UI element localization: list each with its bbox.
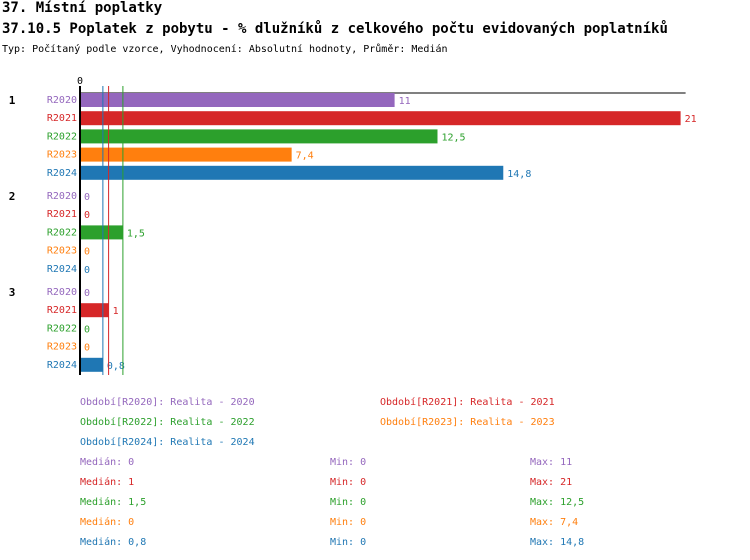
series-label-r2020: R2020 <box>47 191 77 202</box>
stat-max-r2020: Max: 11 <box>530 457 573 468</box>
stat-min-r2021: Min: 0 <box>330 477 367 488</box>
value-label-r2023-group-1: 7,4 <box>296 151 314 162</box>
legend-item-r2021: Období[R2021]: Realita - 2021 <box>380 397 555 408</box>
axis-zero-label: 0 <box>77 76 83 87</box>
value-label-r2021-group-3: 1 <box>113 306 119 317</box>
value-label-r2024-group-2: 0 <box>84 265 90 276</box>
value-label-r2022-group-2: 1,5 <box>127 228 145 239</box>
series-label-r2021: R2021 <box>47 305 77 316</box>
value-label-r2024-group-3: 0,8 <box>107 361 125 372</box>
stat-median-r2022: Medián: 1,5 <box>80 497 147 508</box>
series-label-r2021: R2021 <box>47 209 77 220</box>
legend-item-r2020: Období[R2020]: Realita - 2020 <box>80 397 255 408</box>
stat-max-r2022: Max: 12,5 <box>530 497 585 508</box>
series-label-r2022: R2022 <box>47 323 77 334</box>
chart-subtitle: Typ: Počítaný podle vzorce, Vyhodnocení:… <box>2 44 448 55</box>
bar-r2024-group-3 <box>80 357 103 372</box>
value-label-r2022-group-1: 12,5 <box>442 132 466 143</box>
stat-median-r2020: Medián: 0 <box>80 457 135 468</box>
value-label-r2023-group-2: 0 <box>84 247 90 258</box>
series-label-r2021: R2021 <box>47 113 77 124</box>
series-label-r2024: R2024 <box>47 168 77 179</box>
bar-r2022-group-1 <box>80 129 438 144</box>
group-label-3: 3 <box>9 286 16 299</box>
bar-r2023-group-1 <box>80 147 292 162</box>
value-label-r2023-group-3: 0 <box>84 343 90 354</box>
series-label-r2022: R2022 <box>47 227 77 238</box>
value-label-r2022-group-3: 0 <box>84 324 90 335</box>
value-label-r2021-group-1: 21 <box>685 114 697 125</box>
stat-min-r2020: Min: 0 <box>330 457 367 468</box>
bar-r2024-group-1 <box>80 165 504 180</box>
series-label-r2023: R2023 <box>47 342 77 353</box>
group-label-1: 1 <box>9 94 16 107</box>
group-label-2: 2 <box>9 190 16 203</box>
stat-max-r2023: Max: 7,4 <box>530 517 579 528</box>
stat-median-r2023: Medián: 0 <box>80 517 135 528</box>
series-label-r2024: R2024 <box>47 264 77 275</box>
bar-r2020-group-1 <box>80 93 395 107</box>
stat-min-r2023: Min: 0 <box>330 517 367 528</box>
series-label-r2023: R2023 <box>47 150 77 161</box>
value-label-r2024-group-1: 14,8 <box>507 169 531 180</box>
series-label-r2020: R2020 <box>47 95 77 106</box>
stat-median-r2024: Medián: 0,8 <box>80 537 147 548</box>
legend-item-r2023: Období[R2023]: Realita - 2023 <box>380 417 555 428</box>
legend-item-r2022: Období[R2022]: Realita - 2022 <box>80 417 255 428</box>
value-label-r2020-group-1: 11 <box>399 96 411 107</box>
section-title: 37. Místní poplatky <box>2 0 163 16</box>
chart-title: 37.10.5 Poplatek z pobytu - % dlužníků z… <box>2 21 668 37</box>
stat-max-r2024: Max: 14,8 <box>530 537 585 548</box>
value-label-r2020-group-2: 0 <box>84 192 90 203</box>
value-label-r2020-group-3: 0 <box>84 288 90 299</box>
series-label-r2020: R2020 <box>47 287 77 298</box>
bar-r2022-group-2 <box>80 225 123 240</box>
series-label-r2024: R2024 <box>47 360 77 371</box>
stat-min-r2024: Min: 0 <box>330 537 367 548</box>
series-label-r2023: R2023 <box>47 246 77 257</box>
bar-r2021-group-3 <box>80 303 109 318</box>
value-label-r2021-group-2: 0 <box>84 210 90 221</box>
stat-max-r2021: Max: 21 <box>530 477 573 488</box>
legend-item-r2024: Období[R2024]: Realita - 2024 <box>80 437 255 448</box>
series-label-r2022: R2022 <box>47 131 77 142</box>
bar-r2021-group-1 <box>80 111 681 126</box>
stat-median-r2021: Medián: 1 <box>80 477 135 488</box>
stat-min-r2022: Min: 0 <box>330 497 367 508</box>
